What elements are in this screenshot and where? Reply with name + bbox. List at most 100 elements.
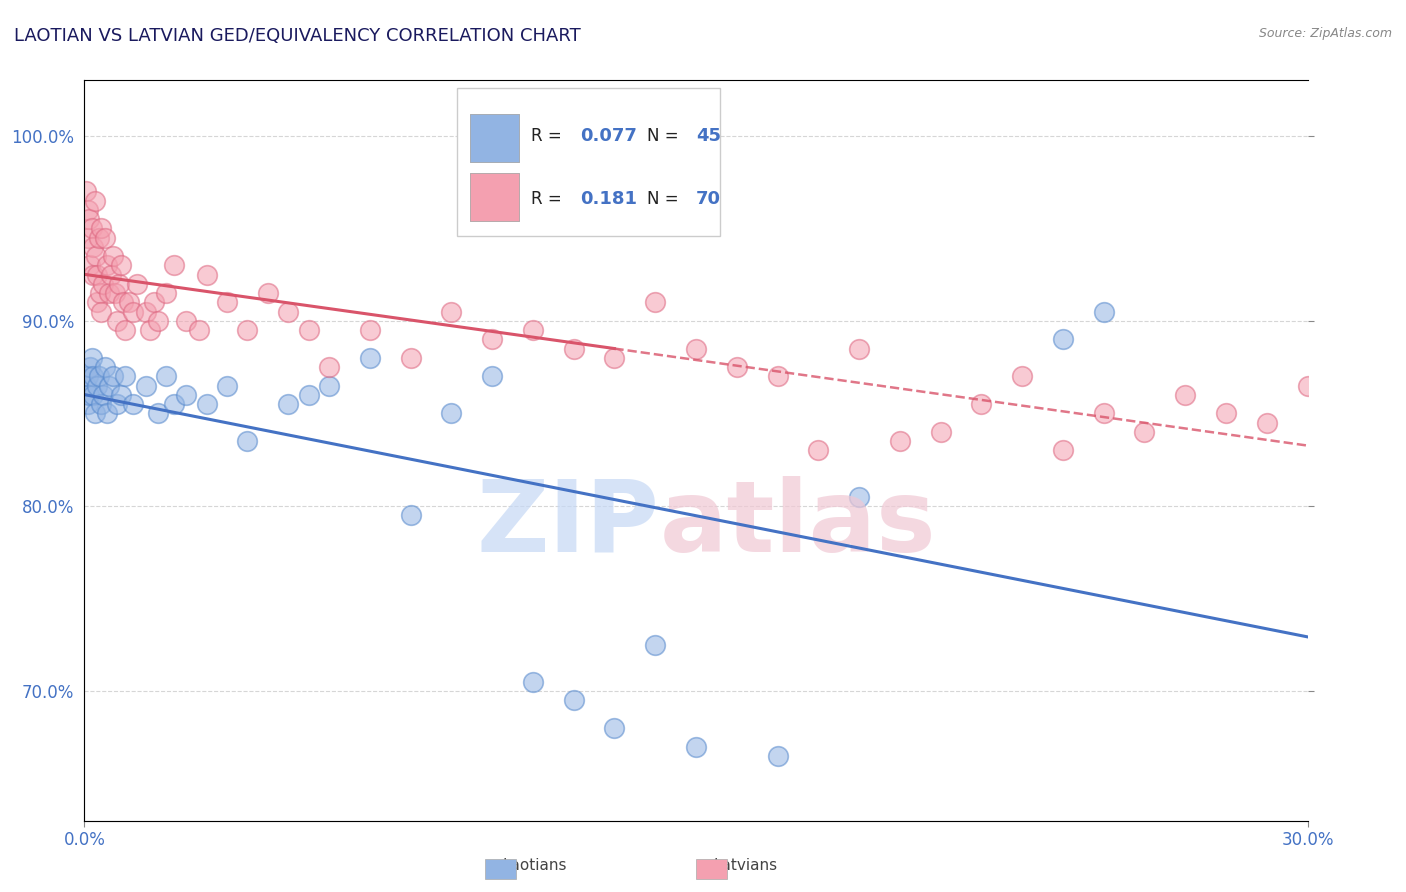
- Point: [725, 360, 748, 375]
- Point: [110, 259, 132, 273]
- Point: [96, 259, 118, 273]
- Point: [522, 674, 544, 689]
- Point: [114, 323, 136, 337]
- Point: [685, 739, 707, 754]
- Point: [195, 397, 218, 411]
- Point: [766, 369, 789, 384]
- FancyBboxPatch shape: [457, 87, 720, 235]
- Point: [82, 240, 104, 254]
- Point: [318, 378, 340, 392]
- Point: [174, 314, 197, 328]
- Text: Latvians: Latvians: [713, 858, 778, 872]
- Point: [75, 185, 97, 199]
- Point: [236, 323, 259, 337]
- Point: [79, 360, 101, 375]
- Point: [96, 407, 118, 421]
- Point: [76, 369, 98, 384]
- Point: [277, 304, 299, 318]
- Point: [1052, 333, 1074, 347]
- Point: [114, 369, 136, 384]
- Point: [100, 268, 122, 282]
- Point: [91, 277, 114, 291]
- Point: [298, 388, 321, 402]
- Point: [108, 277, 131, 291]
- Text: 45: 45: [696, 127, 721, 145]
- Point: [217, 295, 239, 310]
- Point: [105, 397, 128, 411]
- Point: [91, 388, 114, 402]
- Point: [80, 351, 103, 365]
- Point: [101, 369, 124, 384]
- Point: [82, 388, 104, 402]
- Point: [90, 304, 112, 318]
- Point: [155, 369, 177, 384]
- Point: [87, 369, 110, 384]
- Point: [195, 268, 218, 282]
- Point: [155, 286, 177, 301]
- Point: [127, 277, 149, 291]
- Point: [174, 388, 197, 402]
- Point: [135, 378, 157, 392]
- Point: [318, 360, 340, 375]
- Point: [105, 314, 128, 328]
- Point: [77, 230, 100, 244]
- Point: [481, 333, 503, 347]
- Point: [110, 388, 132, 402]
- Point: [277, 397, 299, 411]
- Point: [1092, 407, 1115, 421]
- Point: [298, 323, 321, 337]
- Point: [86, 268, 108, 282]
- Point: [79, 259, 101, 273]
- Point: [76, 202, 98, 217]
- Point: [359, 351, 381, 365]
- Point: [889, 434, 911, 449]
- Point: [163, 397, 186, 411]
- Point: [93, 360, 115, 375]
- Point: [970, 397, 993, 411]
- Point: [236, 434, 259, 449]
- Point: [82, 369, 104, 384]
- Text: R =: R =: [531, 190, 567, 208]
- Point: [1133, 425, 1156, 439]
- Point: [101, 249, 124, 263]
- Point: [685, 342, 707, 356]
- Point: [807, 443, 830, 458]
- Point: [1052, 443, 1074, 458]
- Point: [80, 221, 103, 235]
- Point: [644, 638, 666, 652]
- Text: Source: ZipAtlas.com: Source: ZipAtlas.com: [1258, 27, 1392, 40]
- Point: [122, 397, 145, 411]
- Point: [90, 221, 112, 235]
- Point: [87, 230, 110, 244]
- Point: [83, 194, 105, 208]
- Point: [86, 295, 108, 310]
- Point: [644, 295, 666, 310]
- Text: R =: R =: [531, 127, 567, 145]
- Point: [84, 249, 107, 263]
- Text: 70: 70: [696, 190, 721, 208]
- Point: [1011, 369, 1033, 384]
- Point: [122, 304, 145, 318]
- Point: [77, 388, 100, 402]
- Text: N =: N =: [647, 127, 683, 145]
- Point: [112, 295, 135, 310]
- Point: [1215, 407, 1237, 421]
- Point: [481, 369, 503, 384]
- Point: [766, 748, 789, 763]
- Point: [138, 323, 160, 337]
- Point: [97, 286, 120, 301]
- Text: 0.077: 0.077: [579, 127, 637, 145]
- Point: [135, 304, 157, 318]
- Point: [399, 351, 422, 365]
- Point: [142, 295, 165, 310]
- Point: [90, 397, 112, 411]
- Point: [82, 268, 104, 282]
- Text: LAOTIAN VS LATVIAN GED/EQUIVALENCY CORRELATION CHART: LAOTIAN VS LATVIAN GED/EQUIVALENCY CORRE…: [14, 27, 581, 45]
- Point: [97, 378, 120, 392]
- Point: [75, 378, 97, 392]
- Point: [562, 693, 585, 707]
- Point: [77, 397, 100, 411]
- Point: [929, 425, 952, 439]
- Text: N =: N =: [647, 190, 683, 208]
- Point: [83, 407, 105, 421]
